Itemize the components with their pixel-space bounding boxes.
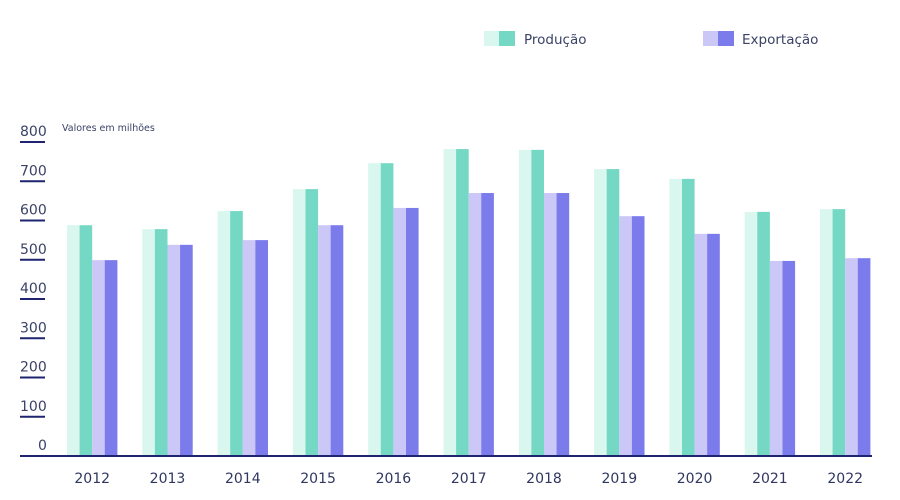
bar-exportacao[interactable] — [330, 225, 344, 456]
x-tick-label: 2017 — [451, 471, 487, 487]
bar-exportacao[interactable] — [857, 258, 871, 456]
bar-group-2018 — [518, 149, 570, 456]
x-tick-label: 2012 — [74, 471, 110, 487]
bar-exportacao[interactable] — [255, 240, 268, 456]
x-tick-label: 2020 — [677, 471, 713, 487]
x-tick-label: 2015 — [300, 471, 336, 487]
x-tick-label: 2019 — [601, 471, 637, 487]
bar-producao[interactable] — [832, 209, 846, 456]
bar-group-2019 — [594, 169, 645, 456]
bar-producao[interactable] — [230, 211, 243, 456]
x-tick-label: 2022 — [827, 471, 863, 487]
bar-highlight — [594, 169, 608, 456]
bar-exportacao[interactable] — [481, 193, 494, 456]
x-tick-label: 2016 — [376, 471, 412, 487]
bar-highlight — [92, 260, 106, 456]
bar-highlight — [820, 209, 834, 456]
bar-group-2014 — [217, 211, 268, 456]
bar-highlight — [619, 216, 633, 456]
y-tick-label: 300 — [20, 320, 47, 336]
bar-group-2021 — [744, 211, 796, 456]
bar-highlight — [544, 193, 558, 456]
bar-highlight — [368, 163, 382, 456]
y-tick-label: 500 — [20, 242, 47, 258]
bar-exportacao[interactable] — [180, 244, 193, 456]
bar-highlight — [67, 225, 81, 456]
bar-group-2022 — [820, 209, 871, 456]
bar-exportacao[interactable] — [406, 207, 419, 456]
bar-highlight — [393, 207, 407, 456]
legend-swatch — [718, 31, 734, 46]
legend-label: Produção — [524, 32, 587, 48]
bar-producao[interactable] — [606, 169, 620, 456]
bars — [67, 149, 871, 456]
x-tick-label: 2021 — [752, 471, 788, 487]
legend-label: Exportação — [742, 32, 818, 48]
legend: Produção Exportação — [484, 31, 818, 48]
legend-swatch-light — [703, 31, 718, 46]
y-tick-label: 100 — [20, 399, 47, 415]
bar-group-2015 — [292, 189, 344, 456]
bar-highlight — [845, 258, 859, 456]
bar-highlight — [669, 178, 683, 456]
y-axis: 0 100 200 300 400 500 600 700 800 — [20, 124, 47, 454]
y-tick-label: 0 — [38, 438, 47, 454]
bar-highlight — [167, 244, 181, 456]
unit-note: Valores em milhões — [62, 123, 155, 134]
bar-highlight — [769, 260, 783, 456]
y-tick-label: 800 — [20, 124, 47, 140]
bar-exportacao[interactable] — [707, 233, 720, 456]
legend-item-producao[interactable]: Produção — [484, 31, 587, 48]
bar-producao[interactable] — [757, 211, 770, 456]
bar-group-2020 — [669, 178, 720, 456]
bar-highlight — [744, 211, 758, 456]
x-tick-label: 2014 — [225, 471, 261, 487]
bar-producao[interactable] — [456, 149, 469, 456]
bar-highlight — [518, 149, 532, 456]
bar-highlight — [142, 229, 156, 456]
y-tick-label: 400 — [20, 281, 47, 297]
bar-group-2012 — [67, 225, 118, 456]
bar-producao[interactable] — [380, 163, 394, 456]
bar-producao[interactable] — [79, 225, 93, 456]
bar-producao[interactable] — [531, 149, 544, 456]
bar-group-2017 — [443, 149, 494, 456]
bar-exportacao[interactable] — [782, 260, 796, 456]
x-tick-label: 2013 — [150, 471, 186, 487]
bar-highlight — [292, 189, 306, 456]
bar-highlight — [443, 149, 457, 456]
legend-item-exportacao[interactable]: Exportação — [703, 31, 818, 48]
y-tick-label: 200 — [20, 360, 47, 376]
bar-highlight — [694, 233, 708, 456]
bar-highlight — [468, 193, 482, 456]
y-tick-label: 700 — [20, 163, 47, 179]
bar-exportacao[interactable] — [556, 193, 570, 456]
bar-highlight — [318, 225, 332, 456]
legend-swatch — [499, 31, 515, 46]
bar-exportacao[interactable] — [104, 260, 118, 456]
bar-producao[interactable] — [154, 229, 168, 456]
bar-highlight — [217, 211, 231, 456]
bar-exportacao[interactable] — [631, 216, 645, 456]
bar-producao[interactable] — [305, 189, 319, 456]
y-tick-label: 600 — [20, 203, 47, 219]
bar-group-2016 — [368, 163, 419, 456]
legend-swatch-light — [484, 31, 499, 46]
x-tick-label: 2018 — [526, 471, 562, 487]
bar-producao[interactable] — [682, 178, 695, 456]
bar-highlight — [242, 240, 256, 456]
bar-group-2013 — [142, 229, 193, 456]
x-axis: 2012 2013 2014 2015 2016 2017 2018 2019 2020 2021… — [74, 471, 863, 487]
